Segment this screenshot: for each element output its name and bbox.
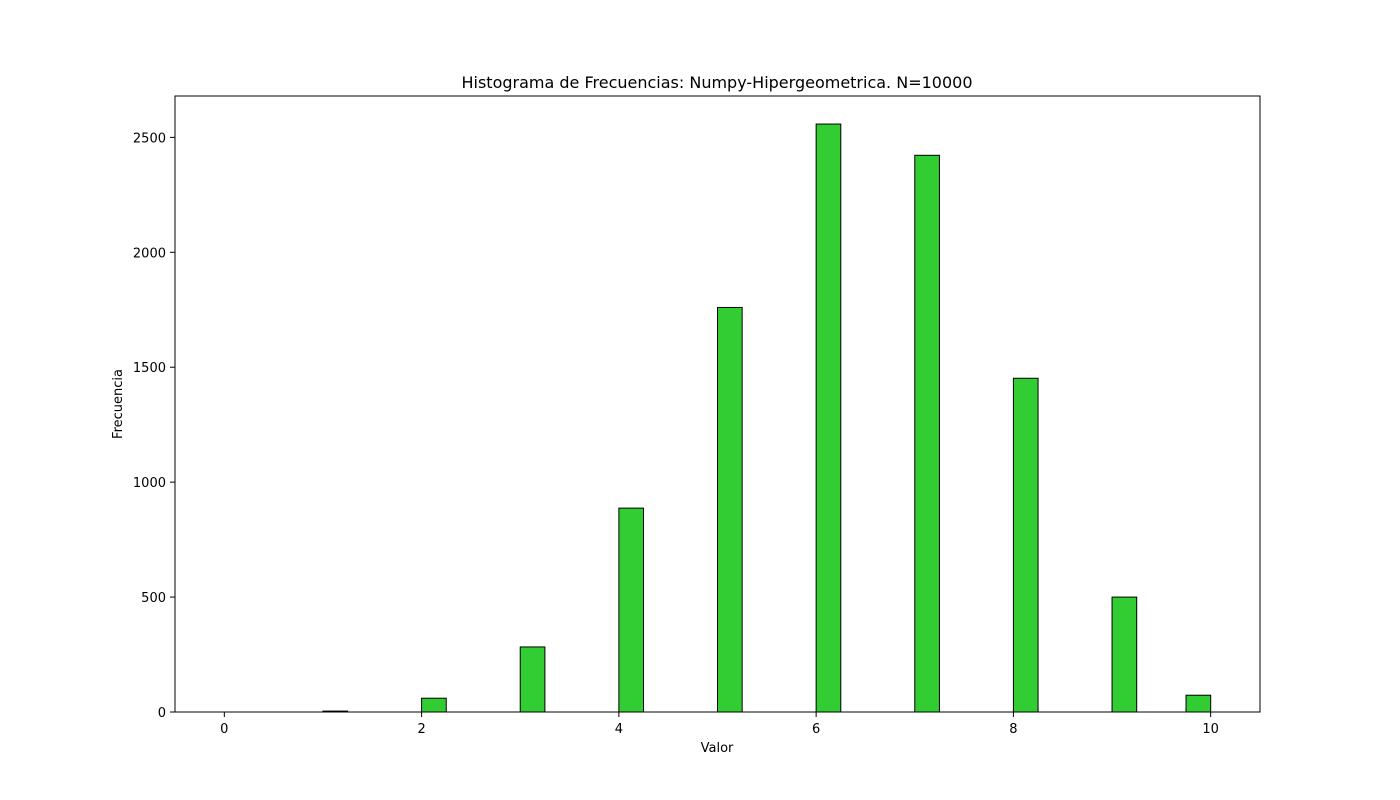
y-tick-label: 2500 bbox=[133, 131, 166, 146]
histogram-bar-2 bbox=[421, 697, 447, 713]
y-axis-label: Frecuencia bbox=[111, 369, 126, 439]
histogram-bar-3 bbox=[519, 646, 546, 713]
y-tick-label: 2000 bbox=[133, 246, 166, 261]
x-tick-label: 0 bbox=[220, 722, 228, 737]
plot-frame bbox=[174, 95, 1261, 713]
y-tick-label: 0 bbox=[158, 706, 166, 721]
x-tick-label: 4 bbox=[615, 722, 623, 737]
y-tick-label: 500 bbox=[141, 591, 166, 606]
histogram-bar-9 bbox=[1111, 596, 1138, 713]
x-tick-label: 10 bbox=[1202, 722, 1219, 737]
x-tick-label: 8 bbox=[1009, 722, 1017, 737]
histogram-bar-5 bbox=[717, 306, 743, 713]
histogram-bar-6 bbox=[815, 123, 842, 713]
x-axis-label: Valor bbox=[701, 741, 734, 756]
x-axis: 0 2 4 6 8 10 bbox=[220, 712, 1219, 737]
histogram-bar-4 bbox=[618, 507, 645, 713]
histogram-bar-8 bbox=[1012, 377, 1039, 713]
histogram-bar-7 bbox=[914, 154, 940, 713]
histogram-bar-10 bbox=[1185, 694, 1212, 713]
x-tick-label: 2 bbox=[417, 722, 425, 737]
y-axis: 0 500 1000 1500 2000 2500 bbox=[133, 131, 175, 721]
x-tick-label: 6 bbox=[812, 722, 820, 737]
bars-group bbox=[322, 123, 1212, 713]
y-tick-label: 1500 bbox=[133, 361, 166, 376]
y-tick-label: 1000 bbox=[133, 476, 166, 491]
chart-title: Histograma de Frecuencias: Numpy-Hiperge… bbox=[461, 73, 972, 92]
